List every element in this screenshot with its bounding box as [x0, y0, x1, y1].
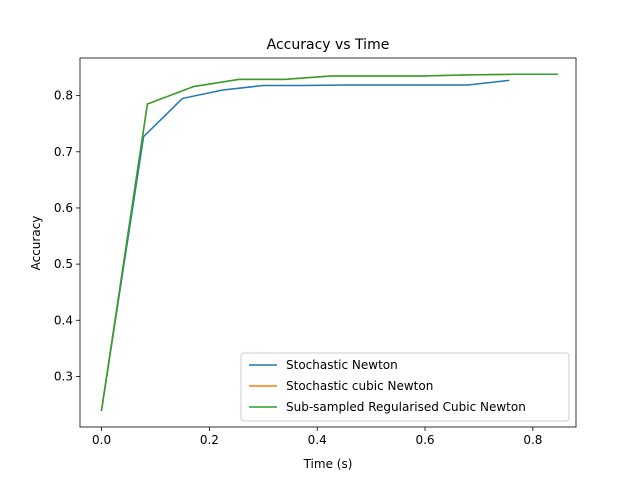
y-axis-label: Accuracy	[29, 216, 43, 271]
x-tick-label: 0.6	[415, 433, 434, 447]
y-tick-label: 0.7	[54, 145, 73, 159]
y-tick-label: 0.4	[54, 313, 73, 327]
legend-label-2: Sub-sampled Regularised Cubic Newton	[286, 400, 526, 414]
x-tick-label: 0.4	[308, 433, 327, 447]
y-tick-label: 0.5	[54, 257, 73, 271]
y-tick-label: 0.3	[54, 369, 73, 383]
legend-box	[240, 352, 570, 422]
x-tick-label: 0.0	[92, 433, 111, 447]
x-axis-label: Time (s)	[303, 457, 353, 471]
chart-title: Accuracy vs Time	[267, 37, 390, 53]
plot-area: 0.0 0.2 0.4 0.6 0.8 0.3 0.4 0.5 0.6 0.7 0.8	[54, 57, 577, 447]
x-tick-label: 0.2	[200, 433, 219, 447]
series-line-2	[100, 73, 558, 412]
series-line-0	[100, 79, 510, 412]
legend-label-1: Stochastic cubic Newton	[286, 379, 433, 393]
y-tick-label: 0.6	[54, 201, 73, 215]
legend: Stochastic Newton Stochastic cubic Newton…	[240, 352, 570, 422]
legend-label-0: Stochastic Newton	[286, 358, 398, 372]
axes-frame	[79, 57, 577, 428]
y-tick-label: 0.8	[54, 89, 73, 103]
x-tick-label: 0.8	[523, 433, 542, 447]
